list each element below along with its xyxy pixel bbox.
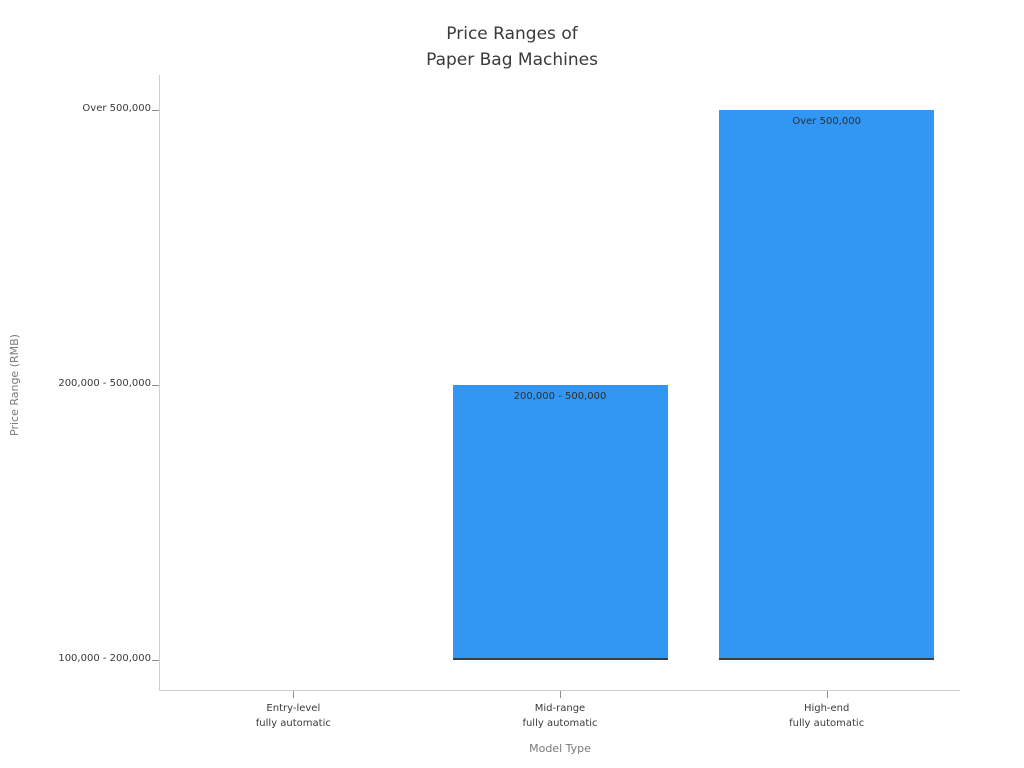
x-axis-line xyxy=(159,690,960,691)
x-axis-title: Model Type xyxy=(529,742,591,755)
y-tick-mark xyxy=(152,660,159,661)
x-tick-mark xyxy=(826,691,828,698)
x-tick-label: High-end fully automatic xyxy=(789,703,865,729)
x-tick-label: Entry-level fully automatic xyxy=(255,703,331,729)
x-tick-mark xyxy=(560,691,561,698)
y-tick-mark xyxy=(152,385,159,386)
chart-title: Price Ranges of Paper Bag Machines xyxy=(426,24,598,71)
bar-value-label: 200,000 - 500,000 xyxy=(513,391,607,402)
y-tick-mark xyxy=(152,110,159,111)
y-tick-label: Over 500,000 xyxy=(82,103,151,114)
bar xyxy=(452,385,668,660)
y-tick-label: 200,000 - 500,000 xyxy=(58,378,151,389)
y-axis-line xyxy=(159,75,160,690)
bar-value-label: Over 500,000 xyxy=(792,116,861,127)
y-tick-label: 100,000 - 200,000 xyxy=(58,653,151,664)
x-tick-mark xyxy=(293,691,295,698)
bar xyxy=(719,110,935,660)
x-tick-label: Mid-range fully automatic xyxy=(522,703,598,729)
